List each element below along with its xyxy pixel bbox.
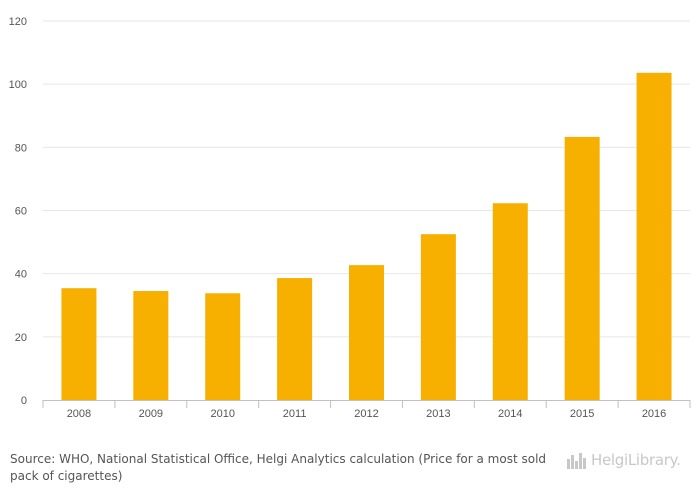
- source-text: WHO, National Statistical Office, Helgi …: [10, 452, 547, 483]
- y-tick-label: 80: [15, 142, 27, 154]
- bar-chart: 0 20 40 60 80 100 120 2008 2009 2010 2011 2012 2013…: [9, 16, 691, 420]
- bar-2014[interactable]: [492, 203, 528, 400]
- y-tick-label: 100: [9, 79, 27, 91]
- x-tick-label: 2012: [354, 408, 378, 420]
- x-tick-label: 2011: [283, 408, 307, 420]
- x-tick-label: 2016: [642, 408, 666, 420]
- x-tick-label: 2009: [139, 408, 163, 420]
- y-tick-label: 60: [15, 206, 27, 218]
- x-tick-label: 2014: [498, 408, 522, 420]
- bar-2011[interactable]: [277, 278, 313, 400]
- y-tick-label: 0: [21, 395, 27, 407]
- source-prefix: Source:: [10, 452, 56, 466]
- y-axis-labels: 0 20 40 60 80 100 120: [9, 16, 27, 407]
- y-tick-label: 20: [15, 332, 27, 344]
- y-tick-label: 40: [15, 269, 27, 281]
- source-note: Source: WHO, National Statistical Office…: [10, 451, 550, 485]
- x-tick-label: 2015: [570, 408, 594, 420]
- bars: [61, 72, 672, 401]
- x-tick-label: 2008: [67, 408, 91, 420]
- x-tick-label: 2013: [426, 408, 450, 420]
- bar-2008[interactable]: [61, 288, 97, 400]
- logo-text: HelgiLibrary.: [591, 451, 681, 469]
- skyline-logo-icon: [567, 453, 586, 469]
- bar-2010[interactable]: [205, 293, 241, 400]
- x-tick-label: 2010: [210, 408, 234, 420]
- bar-2016[interactable]: [636, 72, 672, 401]
- y-tick-label: 120: [9, 16, 27, 28]
- x-axis: 2008 2009 2010 2011 2012 2013 2014 2015 2016: [42, 400, 691, 420]
- bar-2012[interactable]: [349, 265, 384, 400]
- bar-2013[interactable]: [420, 234, 456, 400]
- bar-2009[interactable]: [133, 291, 169, 400]
- bar-2015[interactable]: [564, 136, 600, 400]
- helgi-library-logo[interactable]: HelgiLibrary.: [566, 448, 681, 472]
